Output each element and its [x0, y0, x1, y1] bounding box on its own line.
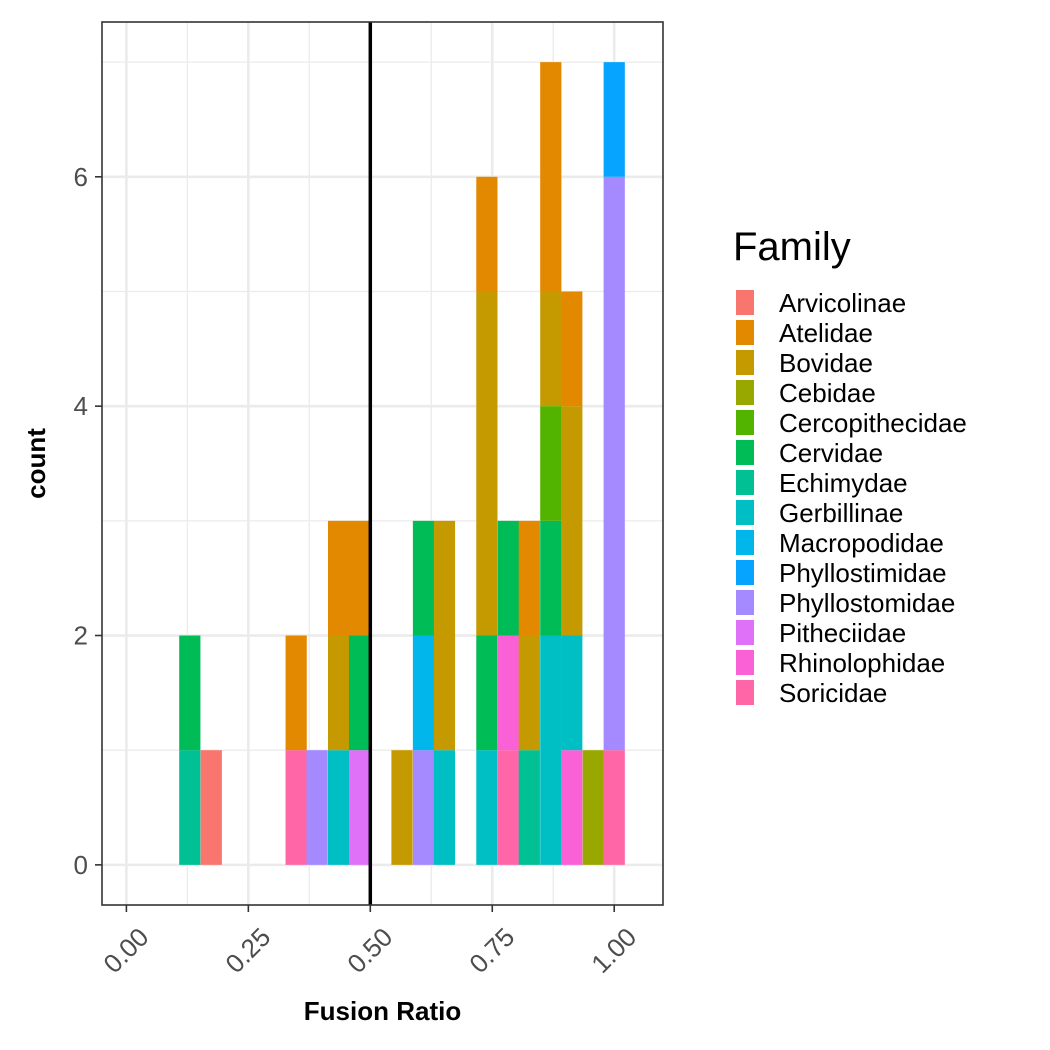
bar-segment — [285, 750, 307, 865]
bar-segment — [476, 750, 498, 865]
bar-segment — [433, 750, 456, 865]
bar-segment — [285, 635, 307, 751]
bar-segment — [603, 750, 625, 865]
bar-segment — [497, 520, 519, 636]
histogram-bars — [179, 62, 625, 865]
legend-label: Soricidae — [779, 678, 887, 708]
bar-segment — [540, 635, 562, 865]
x-axis-title: Fusion Ratio — [304, 996, 461, 1026]
bar-segment — [561, 750, 583, 865]
legend-label: Rhinolophidae — [779, 648, 945, 678]
legend-swatch — [736, 650, 754, 675]
bar-segment — [540, 291, 562, 407]
bar-segment — [348, 520, 371, 636]
bar-segment — [497, 635, 519, 751]
bar-segment — [348, 635, 371, 751]
x-axis: 0.00 0.25 0.50 0.75 1.00 — [97, 905, 642, 979]
x-tick-label: 0.00 — [97, 922, 154, 979]
legend-label: Bovidae — [779, 348, 873, 378]
bar-segment — [497, 750, 519, 865]
bar-segment — [179, 635, 201, 751]
x-tick-label: 0.75 — [463, 922, 520, 979]
y-tick-label: 2 — [74, 621, 88, 651]
bar-segment — [348, 750, 371, 865]
x-tick-label: 0.25 — [219, 922, 276, 979]
legend-swatch — [736, 320, 754, 345]
y-axis: 0 2 4 6 — [74, 162, 102, 880]
bar-segment — [200, 750, 222, 865]
legend-label: Cercopithecidae — [779, 408, 967, 438]
bar-segment — [476, 291, 498, 636]
bar-segment — [476, 635, 498, 751]
legend-swatch — [736, 680, 754, 705]
legend-swatch — [736, 440, 754, 465]
legend-swatch — [736, 500, 754, 525]
legend-label: Echimydae — [779, 468, 908, 498]
bar-segment — [391, 750, 413, 865]
legend-swatch — [736, 380, 754, 405]
legend: Family ArvicolinaeAtelidaeBovidaeCebidae… — [733, 225, 967, 708]
bar-segment — [561, 635, 583, 751]
bar-segment — [327, 750, 350, 865]
bar-segment — [603, 62, 625, 177]
bar-segment — [179, 750, 201, 865]
bar-segment — [412, 750, 435, 865]
legend-label: Cebidae — [779, 378, 876, 408]
legend-label: Cervidae — [779, 438, 883, 468]
legend-swatch — [736, 530, 754, 555]
legend-label: Pitheciidae — [779, 618, 906, 648]
bar-segment — [412, 635, 435, 751]
bar-segment — [540, 520, 562, 636]
legend-swatch — [736, 350, 754, 375]
bar-segment — [327, 635, 350, 751]
bar-segment — [561, 406, 583, 636]
legend-title: Family — [733, 225, 851, 269]
legend-swatch — [736, 590, 754, 615]
panel-border — [101, 21, 664, 906]
legend-swatch — [736, 470, 754, 495]
legend-label: Gerbillinae — [779, 498, 903, 528]
plot-panel — [101, 21, 664, 906]
legend-swatch — [736, 560, 754, 585]
bar-segment — [306, 750, 328, 865]
bar-segment — [603, 176, 625, 751]
legend-label: Phyllostomidae — [779, 588, 955, 618]
y-tick-label: 6 — [74, 162, 88, 192]
y-tick-label: 4 — [74, 391, 88, 421]
bar-segment — [540, 62, 562, 292]
legend-swatch — [736, 410, 754, 435]
legend-label: Phyllostimidae — [779, 558, 947, 588]
legend-swatch — [736, 290, 754, 315]
y-axis-title: count — [21, 428, 51, 499]
legend-label: Atelidae — [779, 318, 873, 348]
bar-segment — [518, 520, 540, 636]
bar-segment — [433, 520, 456, 751]
legend-label: Macropodidae — [779, 528, 944, 558]
x-tick-label: 1.00 — [585, 922, 642, 979]
bar-segment — [540, 406, 562, 521]
bar-segment — [518, 635, 540, 751]
legend-swatch — [736, 620, 754, 645]
x-tick-label: 0.50 — [341, 922, 398, 979]
bar-segment — [412, 520, 435, 636]
bar-segment — [327, 520, 350, 636]
bar-segment — [518, 750, 540, 865]
bar-segment — [561, 291, 583, 407]
legend-label: Arvicolinae — [779, 288, 906, 318]
bar-segment — [582, 750, 604, 865]
bar-segment — [476, 176, 498, 292]
y-tick-label: 0 — [74, 850, 88, 880]
